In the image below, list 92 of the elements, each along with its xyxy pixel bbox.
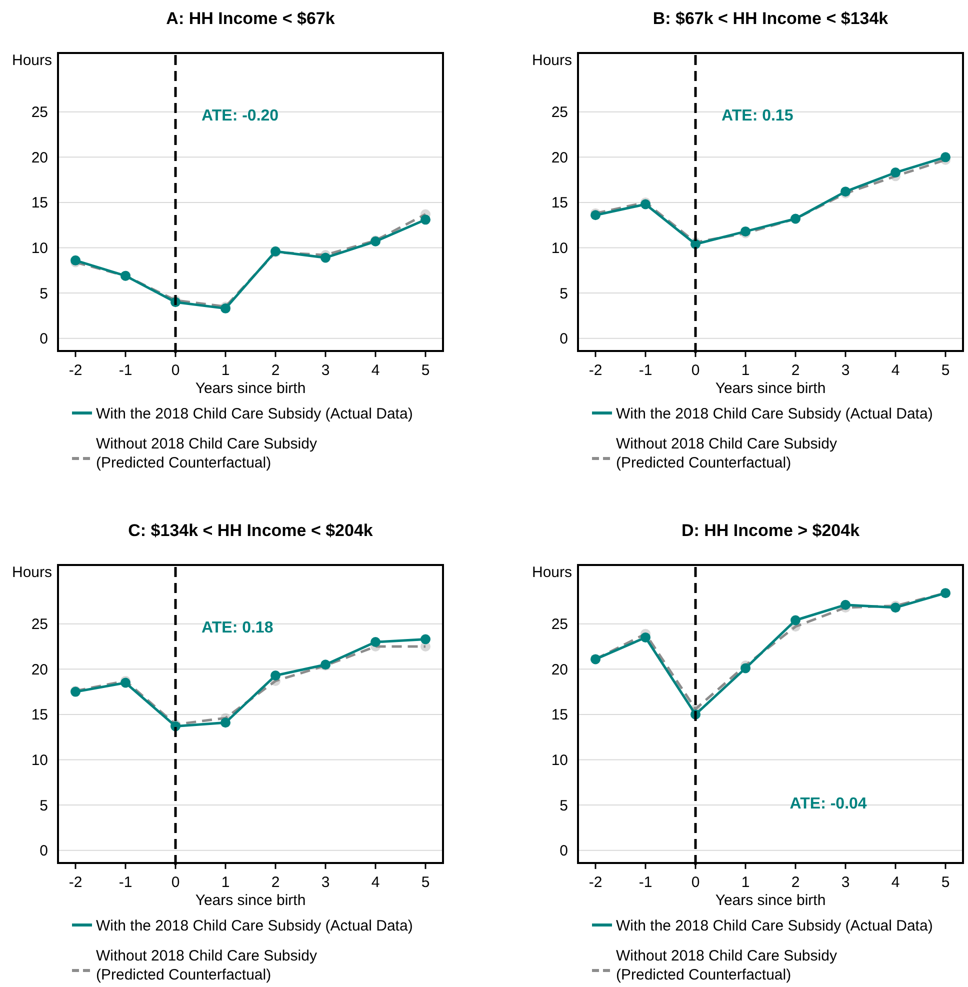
x-tick-label: 1 bbox=[221, 362, 230, 379]
y-tick-label: 10 bbox=[31, 752, 48, 769]
y-tick-label: 25 bbox=[551, 616, 568, 634]
x-tick-label: 2 bbox=[271, 874, 280, 891]
legend-label: Without 2018 Child Care Subsidy (Predicted Counterfactual) bbox=[616, 435, 838, 472]
x-tick-label: 2 bbox=[271, 362, 280, 379]
point bbox=[940, 152, 950, 162]
y-tick-label: 5 bbox=[40, 285, 48, 302]
y-tick-label: 0 bbox=[560, 330, 568, 348]
point bbox=[420, 214, 430, 225]
x-tick-label: 2 bbox=[791, 362, 800, 379]
y-tick-label: 5 bbox=[40, 797, 48, 814]
legend-label: Without 2018 Child Care Subsidy (Predicted Counterfactual) bbox=[96, 947, 318, 984]
point bbox=[370, 636, 380, 647]
x-tick-label: -1 bbox=[118, 362, 132, 379]
x-axis-title: Years since birth bbox=[195, 892, 306, 909]
legend-label: With the 2018 Child Care Subsidy (Actual Data) bbox=[616, 917, 933, 934]
y-tick-label: 20 bbox=[31, 661, 48, 678]
x-tick-label: 4 bbox=[371, 874, 380, 891]
legend-label: With the 2018 Child Care Subsidy (Actual Data) bbox=[616, 405, 933, 422]
x-tick-label: 4 bbox=[891, 874, 900, 891]
x-tick-label: -2 bbox=[68, 362, 82, 379]
x-tick-label: 1 bbox=[221, 874, 230, 891]
y-tick-label: 5 bbox=[560, 285, 568, 302]
x-tick-label: 3 bbox=[841, 874, 850, 891]
y-tick-label: 10 bbox=[551, 752, 568, 769]
x-axis-title: Years since birth bbox=[715, 892, 826, 909]
point bbox=[320, 252, 330, 263]
annotation: ATE: -0.04 bbox=[790, 796, 867, 813]
y-tick-label: 5 bbox=[560, 797, 568, 814]
x-tick-label: 0 bbox=[171, 874, 180, 891]
x-tick-label: 2 bbox=[791, 874, 800, 891]
chart-title: B: $67k < HH Income < $134k bbox=[652, 9, 889, 28]
x-tick-label: 1 bbox=[741, 362, 750, 379]
y-tick-label: 25 bbox=[31, 616, 48, 634]
annotation: ATE: 0.15 bbox=[722, 108, 794, 125]
chart-title: D: HH Income > $204k bbox=[681, 521, 860, 540]
x-tick-label: 5 bbox=[941, 362, 950, 379]
x-tick-label: -1 bbox=[638, 362, 652, 379]
y-axis-title: Hours bbox=[532, 52, 572, 69]
x-tick-label: 1 bbox=[741, 874, 750, 891]
x-tick-label: -2 bbox=[588, 362, 602, 379]
y-tick-label: 25 bbox=[31, 104, 48, 122]
point bbox=[270, 670, 280, 681]
y-tick-label: 20 bbox=[31, 149, 48, 166]
x-tick-label: 3 bbox=[321, 362, 330, 379]
y-tick-label: 0 bbox=[40, 842, 48, 860]
y-tick-label: 15 bbox=[551, 194, 568, 212]
chart-title: A: HH Income < $67k bbox=[166, 9, 336, 28]
legend-label: Without 2018 Child Care Subsidy (Predicted Counterfactual) bbox=[616, 947, 838, 984]
annotation: ATE: -0.20 bbox=[202, 108, 279, 125]
annotation: ATE: 0.18 bbox=[202, 620, 274, 637]
point bbox=[840, 600, 850, 610]
x-tick-label: 4 bbox=[371, 362, 380, 379]
x-tick-label: -1 bbox=[638, 874, 652, 891]
y-axis-title: Hours bbox=[12, 564, 52, 581]
chart-title: C: $134k < HH Income < $204k bbox=[128, 521, 374, 540]
x-tick-label: -2 bbox=[68, 874, 82, 891]
x-axis-title: Years since birth bbox=[715, 380, 826, 397]
y-tick-label: 15 bbox=[31, 706, 48, 724]
point bbox=[890, 168, 900, 178]
y-tick-label: 15 bbox=[551, 706, 568, 724]
y-tick-label: 0 bbox=[40, 330, 48, 348]
legend-label: With the 2018 Child Care Subsidy (Actual Data) bbox=[96, 405, 413, 422]
x-tick-label: 4 bbox=[891, 362, 900, 379]
y-tick-label: 0 bbox=[560, 842, 568, 860]
point bbox=[790, 615, 800, 626]
y-tick-label: 10 bbox=[31, 240, 48, 257]
y-axis-title: Hours bbox=[532, 564, 572, 581]
y-tick-label: 15 bbox=[31, 194, 48, 212]
point bbox=[420, 634, 430, 644]
x-tick-label: 5 bbox=[421, 874, 430, 891]
y-tick-label: 20 bbox=[551, 661, 568, 678]
x-tick-label: 5 bbox=[941, 874, 950, 891]
y-axis-title: Hours bbox=[12, 52, 52, 69]
y-tick-label: 20 bbox=[551, 149, 568, 166]
x-tick-label: 3 bbox=[321, 874, 330, 891]
x-tick-label: 5 bbox=[421, 362, 430, 379]
legend-label: Without 2018 Child Care Subsidy (Predicted Counterfactual) bbox=[96, 435, 318, 472]
x-tick-label: 0 bbox=[171, 362, 180, 379]
point bbox=[220, 718, 230, 728]
x-tick-label: 0 bbox=[691, 362, 700, 379]
x-tick-label: 3 bbox=[841, 362, 850, 379]
point bbox=[640, 632, 650, 642]
x-tick-label: -2 bbox=[588, 874, 602, 891]
x-axis-title: Years since birth bbox=[195, 380, 306, 397]
y-tick-label: 25 bbox=[551, 104, 568, 122]
x-tick-label: -1 bbox=[118, 874, 132, 891]
point bbox=[740, 663, 750, 674]
x-tick-label: 0 bbox=[691, 874, 700, 891]
legend-label: With the 2018 Child Care Subsidy (Actual Data) bbox=[96, 917, 413, 934]
y-tick-label: 10 bbox=[551, 240, 568, 257]
